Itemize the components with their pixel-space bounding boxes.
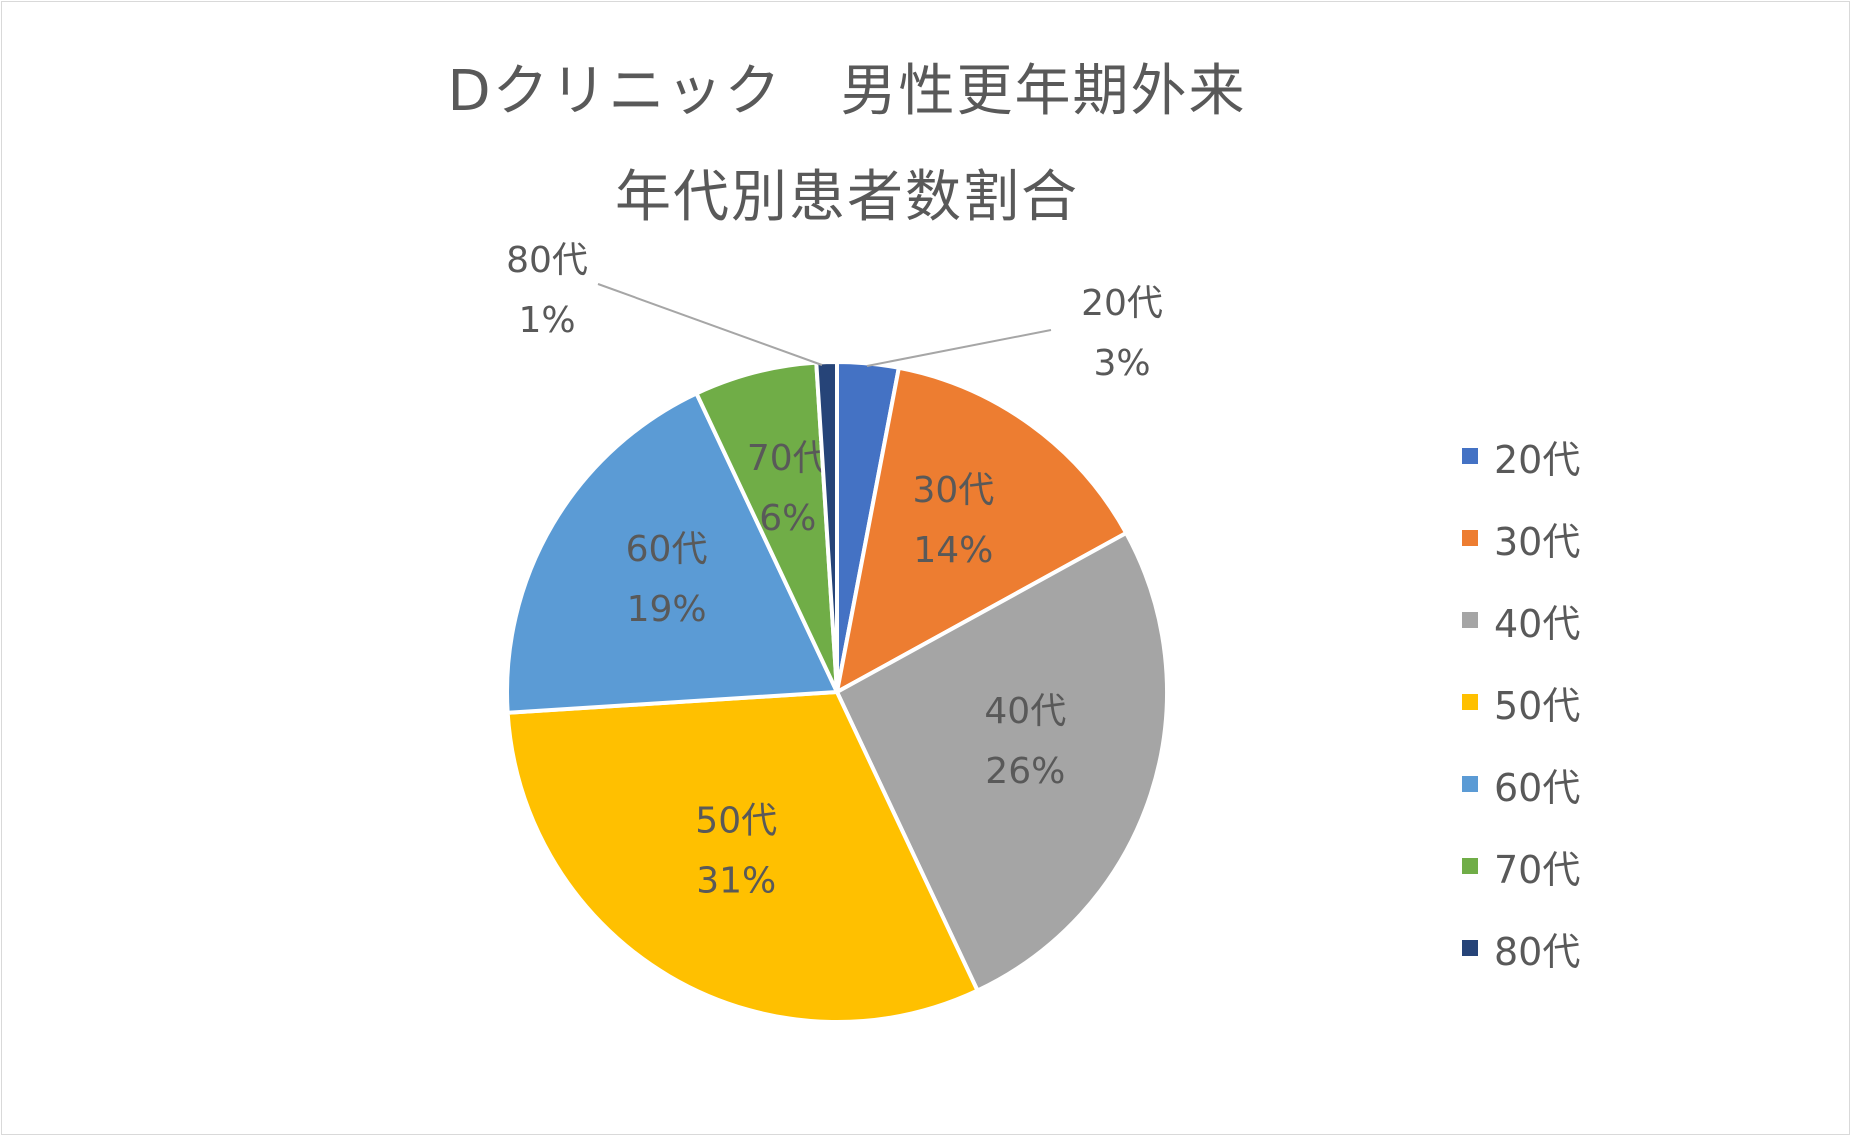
legend-swatch (1462, 448, 1478, 464)
legend-swatch (1462, 858, 1478, 874)
data-label-value: 26% (985, 751, 1065, 792)
legend: 20代 30代 40代 50代 60代 70代 80代 (1462, 415, 1580, 989)
leader-line-20 (866, 329, 1052, 367)
legend-label: 50代 (1494, 683, 1581, 728)
legend-item-80: 80代 (1462, 907, 1580, 989)
pie-slice-60 (505, 391, 839, 715)
data-label-value: 3% (1093, 343, 1150, 384)
legend-label: 40代 (1494, 601, 1581, 646)
legend-label: 70代 (1494, 847, 1581, 892)
legend-label: 60代 (1494, 765, 1581, 810)
data-label-value: 31% (696, 860, 776, 901)
data-label-category: 80代 (506, 240, 588, 281)
legend-label: 80代 (1494, 929, 1581, 974)
data-label-category: 40代 (984, 691, 1066, 732)
data-label-category: 30代 (912, 470, 994, 511)
legend-swatch (1462, 940, 1478, 956)
pie-slice-40 (835, 531, 1169, 993)
legend-item-50: 50代 (1462, 661, 1580, 743)
pie-slice-50 (505, 690, 980, 1024)
data-label-value: 19% (627, 589, 707, 630)
legend-label: 20代 (1494, 437, 1581, 482)
legend-swatch (1462, 530, 1478, 546)
legend-item-60: 60代 (1462, 743, 1580, 825)
legend-item-20: 20代 (1462, 415, 1580, 497)
legend-item-30: 30代 (1462, 497, 1580, 579)
legend-item-70: 70代 (1462, 825, 1580, 907)
data-label-value: 14% (913, 530, 993, 571)
legend-label: 30代 (1494, 519, 1581, 564)
data-label-value: 1% (518, 300, 575, 341)
chart-title-line-2: 年代別患者数割合 (615, 165, 1079, 230)
data-label-category: 60代 (626, 529, 708, 570)
leader-line-80 (597, 283, 823, 366)
legend-swatch (1462, 694, 1478, 710)
data-label-value: 6% (759, 498, 816, 539)
pie-slice-30 (835, 365, 1129, 694)
legend-item-40: 40代 (1462, 579, 1580, 661)
legend-swatch (1462, 612, 1478, 628)
data-label-category: 70代 (747, 438, 829, 479)
chart-title-line-1: Dクリニック 男性更年期外来 (447, 59, 1247, 124)
legend-swatch (1462, 776, 1478, 792)
data-label-category: 50代 (695, 800, 777, 841)
data-label-category: 20代 (1081, 283, 1163, 324)
